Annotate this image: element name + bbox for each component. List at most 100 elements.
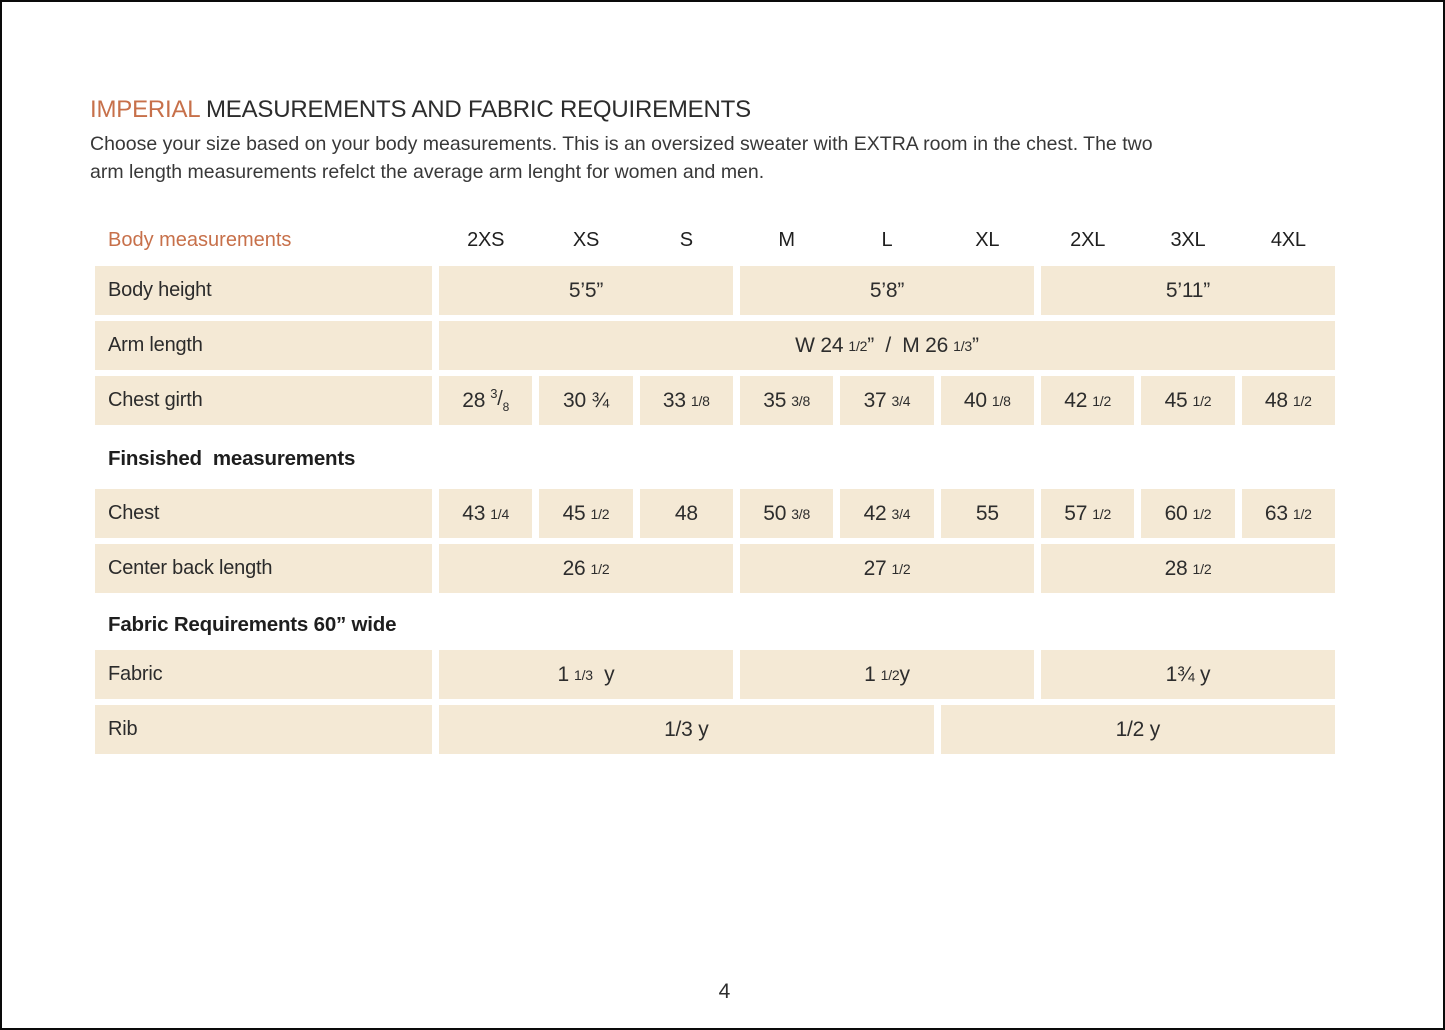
value-part: 50 [763,501,787,525]
value-part: 63 [1264,501,1288,525]
value-cell: W 24 1/2” / M 26 1/3” [439,321,1335,370]
size-header-xl: XL [975,228,1000,251]
value-part: 3/8 [791,392,811,409]
value-part: 33 [662,388,686,412]
size-header-2xs: 2XS [467,228,505,251]
value-part: 1/2 [1092,392,1112,409]
row-label: Chest girth [95,376,432,425]
value-part: 1/8 [991,392,1011,409]
size-header-4xl: 4XL [1270,228,1306,251]
value-part: M 26 [902,333,949,357]
value-part: 1 [864,662,876,686]
value-part: 1/2 [1192,560,1212,577]
value-part: / [874,333,903,357]
value-part: 45 [562,501,586,525]
value-part: 1/2 y [1115,717,1161,741]
value-cell: 30 ¾ [539,376,633,425]
value-part: 1/2 [1292,505,1312,522]
value-cell: 28 1/2 [1041,544,1335,593]
value-part: 55 [975,501,999,525]
value-cell: 40 1/8 [940,376,1034,425]
value-part: 1/2 [880,666,900,683]
value-part: 1/4 [490,505,510,522]
row-label: Rib [95,705,432,754]
value-part: 3/4 [891,392,911,409]
row-label: Fabric [95,650,432,699]
table-row: Chest girth 28 3/8 30 ¾ 33 1/8 35 3/8 37 3/4 40 1/8… [95,376,1335,425]
value-part: 45 [1164,388,1188,412]
value-part: 43 [462,501,486,525]
value-part: 5’8” [869,278,905,302]
value-part: 1/2 [590,560,610,577]
value-part: 26 [562,556,586,580]
size-header-xs: XS [572,228,600,251]
value-part: 28 [1164,556,1188,580]
value-part: 1¾ y [1165,662,1211,686]
value-part: 5’5” [568,278,604,302]
value-part: 37 [863,388,887,412]
value-part: 57 [1064,501,1088,525]
value-part: 1/3 [574,666,593,683]
value-cell: 5’5” [439,266,733,315]
page-number: 4 [718,980,731,1003]
table-body: Body height 5’5” 5’8” 5’11” Arm length W 24 1/… [95,266,1335,754]
value-cell: 1/3 y [439,705,934,754]
value-cell: 27 1/2 [740,544,1034,593]
value-part: W 24 [795,333,844,357]
value-part: 3/8 [791,505,811,522]
size-header-row: Body measurements 2XS XS S M L XL 2XL 3XL 4XL [95,224,1335,256]
row-label: Chest [95,489,432,538]
value-cell: 63 1/2 [1241,489,1335,538]
value-part: 1 [557,662,570,686]
table-row: Center back length 26 1/2 27 1/2 28 1/2 [95,544,1335,593]
value-part: 40 [963,388,987,412]
table-row: Fabric 1 1/3 y 1 1/2 y 1¾ y [95,650,1335,699]
intro-line-1: Choose your size based on your body meas… [90,133,1153,155]
page-title-rest: MEASUREMENTS AND FABRIC REQUIREMENTS [199,96,751,123]
intro-line-2: arm length measurements refelct the aver… [90,161,765,183]
value-cell: 42 1/2 [1041,376,1135,425]
value-part: ” [867,333,875,357]
value-cell: 1¾ y [1041,650,1335,699]
value-cell: 60 1/2 [1141,489,1235,538]
section-title: Finsished measurements [108,447,356,470]
value-cell: 5’8” [740,266,1034,315]
value-part: 1/2 [1292,392,1312,409]
intro-paragraph: Choose your size based on your body meas… [90,130,1153,186]
value-part: / [497,388,503,410]
value-part: 30 ¾ [563,388,609,412]
value-part: 27 [863,556,887,580]
value-cell: 50 3/8 [740,489,834,538]
value-part: 48 [1264,388,1288,412]
value-part: 3 [490,386,498,401]
value-part: 60 [1164,501,1188,525]
value-cell: 1/2 y [940,705,1335,754]
body-measurements-label: Body measurements [108,228,292,251]
value-part: 1/2 [590,505,610,522]
value-part: 1/2 [848,337,868,354]
measurements-table: Body measurements 2XS XS S M L XL 2XL 3XL 4XL Bo… [95,224,1335,760]
value-cell: 42 3/4 [840,489,934,538]
value-cell: 45 1/2 [539,489,633,538]
value-part: 28 [462,388,486,412]
value-part: 35 [763,388,787,412]
value-part: 1/2 [891,560,911,577]
size-header-2xl: 2XL [1070,228,1106,251]
page-title-accent: IMPERIAL [90,96,200,123]
value-part: 1/3 [953,337,973,354]
value-part: ” [972,333,979,357]
value-cell: 1 1/3 y [439,650,733,699]
value-cell: 5’11” [1041,266,1335,315]
value-part: 5’11” [1165,278,1211,302]
section-title: Fabric Requirements 60” wide [108,613,397,636]
table-row: Body height 5’5” 5’8” 5’11” [95,266,1335,315]
size-header-s: S [679,228,693,251]
value-cell: 55 [940,489,1034,538]
value-part: 8 [502,399,510,414]
table-row: Chest 43 1/4 45 1/2 48 50 3/8 42 3/4 55 57 1/2 60 1/2 6… [95,489,1335,538]
value-part: 3/4 [891,505,911,522]
value-cell: 26 1/2 [439,544,733,593]
value-cell: 48 [639,489,733,538]
value-part: 42 [1064,388,1088,412]
